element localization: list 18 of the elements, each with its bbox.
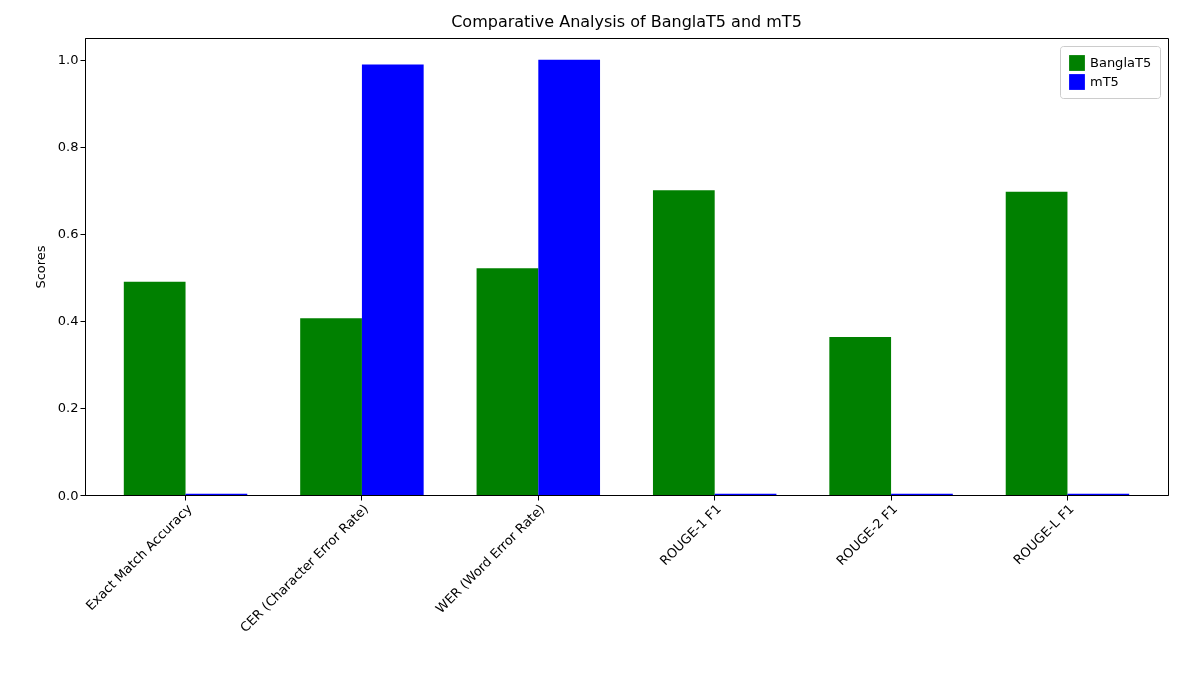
bar: [652, 190, 715, 495]
bar: [1005, 191, 1068, 495]
legend-label: BanglaT5: [1090, 55, 1152, 70]
y-tick-label: 0.8: [57, 139, 79, 155]
y-tick-label: 0.2: [57, 400, 79, 416]
chart-title: Comparative Analysis of BanglaT5 and mT5: [451, 12, 802, 31]
bar: [300, 318, 362, 495]
bar: [123, 281, 186, 495]
y-tick-label: 0.0: [57, 487, 79, 503]
y-tick-label: 1.0: [57, 52, 79, 68]
bar: [476, 268, 539, 495]
y-axis-title: Scores: [32, 245, 48, 289]
bar: [361, 64, 424, 495]
bar: [829, 337, 892, 495]
y-tick-label: 0.6: [57, 226, 79, 242]
y-tick-label: 0.4: [57, 313, 79, 329]
bar: [538, 59, 601, 495]
legend-label: mT5: [1090, 74, 1119, 89]
